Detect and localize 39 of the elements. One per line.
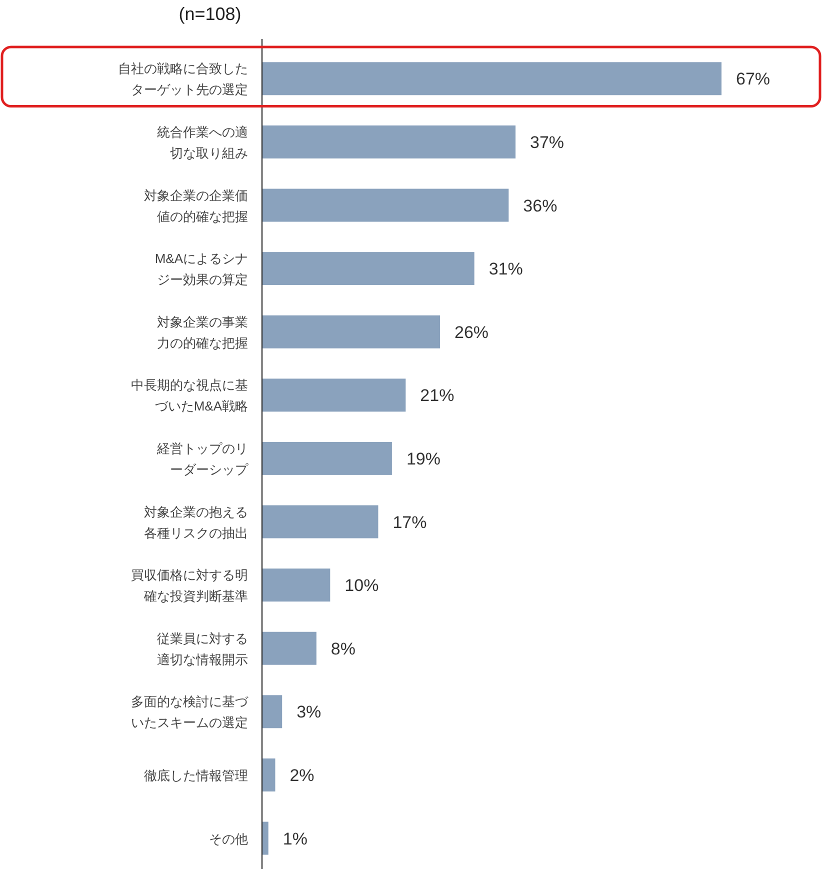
- data-label: 67%: [736, 70, 770, 89]
- data-label: 21%: [420, 386, 454, 406]
- y-tick-label: 中長期的な視点に基づいたM&A戦略: [131, 378, 248, 414]
- data-label: 2%: [290, 766, 314, 785]
- data-label: 26%: [454, 322, 489, 342]
- bar: [262, 61, 722, 96]
- y-tick-label: 従業員に対する適切な情報開示: [157, 630, 248, 667]
- y-tick-label: 対象企業の抱える各種リスクの抽出: [144, 504, 248, 540]
- bar: [262, 378, 407, 413]
- bar: [262, 694, 284, 730]
- bar: [262, 568, 332, 603]
- bar: [262, 630, 318, 666]
- y-tick-label: 経営トップのリーダーシップ: [156, 440, 249, 477]
- bar: [262, 504, 380, 540]
- bar: [262, 124, 517, 160]
- y-tick-label: 自社の戦略に合致したターゲット先の選定: [118, 61, 248, 98]
- y-tick-label: 対象企業の企業価値の的確な把握: [144, 188, 248, 224]
- bar: [262, 757, 276, 792]
- data-label: 17%: [392, 512, 427, 532]
- y-tick-label: 対象企業の事業力の的確な把握: [157, 314, 248, 350]
- y-tick-label: 買収価格に対する明確な投資判断基準: [131, 568, 248, 604]
- bar: [262, 251, 476, 286]
- y-tick-label: 多面的な検討に基づいたスキームの選定: [131, 694, 249, 730]
- data-label: 36%: [523, 196, 558, 216]
- bar: [262, 188, 510, 223]
- data-label: 3%: [296, 702, 322, 722]
- data-label: 19%: [406, 449, 440, 468]
- data-label: 31%: [488, 260, 523, 279]
- bar: [262, 314, 442, 350]
- y-tick-label: 徹底した情報管理: [144, 768, 248, 783]
- y-tick-label: その他: [209, 831, 248, 846]
- y-tick-label: M&Aによるシナジー効果の算定: [154, 251, 248, 288]
- data-label: 8%: [330, 639, 356, 658]
- chart-subtitle: (n=108): [178, 4, 242, 24]
- data-label: 37%: [530, 132, 564, 152]
- data-label: 1%: [282, 829, 308, 848]
- bar: [262, 440, 393, 476]
- data-label: 10%: [344, 576, 379, 596]
- y-tick-label: 統合作業への適切な取り組み: [157, 124, 248, 160]
